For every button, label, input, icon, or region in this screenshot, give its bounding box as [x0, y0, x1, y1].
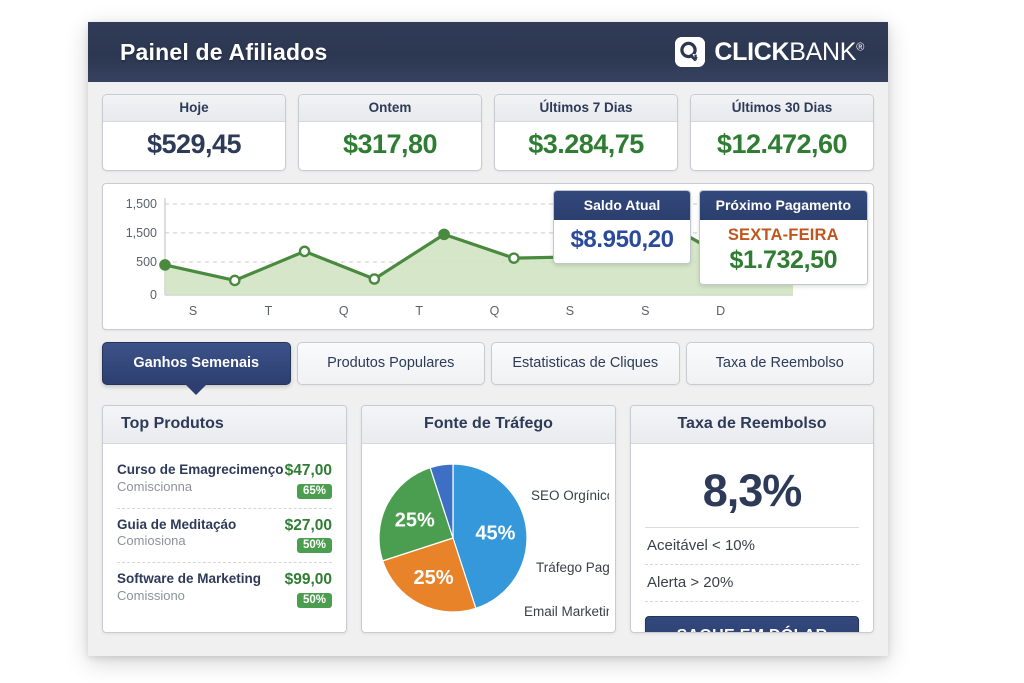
product-name: Software de Marketing — [117, 571, 262, 587]
clickbank-wordmark: CLICKBANK® — [714, 37, 864, 66]
saldo-atual-title: Saldo Atual — [554, 191, 690, 220]
refund-threshold-acceptable: Aceitável < 10% — [645, 528, 859, 565]
stat-value: $317,80 — [342, 129, 438, 159]
top-produtos-title: Top Produtos — [103, 406, 346, 444]
dashboard-header: Painel de Afiliados CLICKBANK® — [88, 22, 888, 82]
list-item[interactable]: Software de Marketing Comissiono $99,00 … — [117, 563, 332, 617]
product-name: Guia de Meditaçáo — [117, 516, 237, 532]
stat-label: Últimos 30 Dias — [691, 95, 873, 122]
traffic-pie-body: 45% 25% 25% SEO Orgínico Tráfego Pago Email M… — [362, 444, 615, 632]
product-info: Software de Marketing Comissiono — [117, 571, 261, 605]
tab-produtos-populares[interactable]: Produtos Populares — [296, 342, 485, 385]
product-price: $47,00 — [284, 462, 332, 479]
dashboard-body: Hoje $529,45 Ontem $317,80 Últimos 7 Dia… — [88, 82, 888, 647]
svg-text:1,500: 1,500 — [126, 197, 157, 211]
saldo-atual-value: $8.950,20 — [570, 226, 674, 253]
product-metrics: $27,00 50% — [279, 517, 332, 554]
stat-label: Últimos 7 Dias — [495, 95, 677, 122]
refund-body: 8,3% Aceitável < 10% Alerta > 20% SAQUE … — [631, 444, 873, 632]
svg-text:25%: 25% — [413, 567, 453, 589]
proximo-pagamento-value: $1.732,50 — [729, 246, 838, 274]
svg-text:Q: Q — [339, 304, 349, 318]
product-commission-badge: 65% — [296, 483, 332, 499]
balance-boxes: Saldo Atual $8.950,20 Próximo Pagamento … — [553, 190, 868, 285]
stat-card-ontem[interactable]: Ontem $317,80 — [298, 94, 482, 171]
svg-text:1,500: 1,500 — [126, 226, 157, 240]
product-info: Curso de Emagrecimenço Comiscionna — [117, 462, 284, 496]
refund-rate-value: 8,3% — [702, 465, 803, 516]
svg-text:Tráfego Pago: Tráfego Pago — [536, 560, 609, 575]
product-info: Guia de Meditaçáo Comiosiona — [117, 517, 236, 551]
clickbank-search-arrow-icon — [675, 37, 706, 67]
stat-value: $3.284,75 — [528, 129, 644, 159]
svg-text:0: 0 — [150, 288, 157, 302]
top-produtos-list: Curso de Emagrecimenço Comiscionna $47,0… — [103, 444, 346, 632]
stat-card-ultimos-30-dias[interactable]: Últimos 30 Dias $12.472,60 — [690, 94, 874, 171]
stat-label: Ontem — [299, 95, 481, 122]
svg-text:S: S — [189, 304, 197, 318]
product-commission-label: Comiosiona — [117, 533, 186, 549]
svg-text:T: T — [265, 304, 273, 318]
stats-row: Hoje $529,45 Ontem $317,80 Últimos 7 Dia… — [102, 94, 874, 171]
stat-value: $12.472,60 — [716, 129, 848, 159]
saldo-atual-box[interactable]: Saldo Atual $8.950,20 — [553, 190, 691, 264]
svg-text:45%: 45% — [475, 522, 515, 544]
taxa-de-reembolso-title: Taxa de Reembolso — [631, 406, 873, 444]
product-commission-label: Comiscionna — [117, 478, 193, 494]
refund-threshold-alert: Alerta > 20% — [645, 565, 859, 602]
tabs-row: Ganhos Semenais Produtos Populares Estat… — [102, 342, 874, 385]
list-item[interactable]: Curso de Emagrecimenço Comiscionna $47,0… — [117, 454, 332, 509]
product-name: Curso de Emagrecimenço — [117, 462, 284, 477]
tab-estatisticas-de-cliques[interactable]: Estatisticas de Cliques — [491, 342, 680, 385]
stat-label: Hoje — [103, 95, 285, 122]
clickbank-logo: CLICKBANK® — [675, 37, 864, 67]
product-metrics: $99,00 50% — [279, 571, 332, 608]
stat-card-ultimos-7-dias[interactable]: Últimos 7 Dias $3.284,75 — [494, 94, 678, 171]
panels-row: Top Produtos Curso de Emagrecimenço Comi… — [102, 405, 874, 633]
proximo-pagamento-title: Próximo Pagamento — [699, 191, 867, 220]
svg-text:Q: Q — [490, 304, 500, 318]
svg-text:S: S — [566, 304, 574, 318]
svg-text:D: D — [716, 304, 725, 318]
proximo-pagamento-box[interactable]: Próximo Pagamento SEXTA-FEIRA $1.732,50 — [698, 190, 868, 285]
tab-label: Estatisticas de Cliques — [512, 355, 659, 371]
affiliate-dashboard-card: Painel de Afiliados CLICKBANK® — [88, 22, 888, 656]
svg-text:SEO Orgínico: SEO Orgínico — [531, 488, 609, 503]
fonte-de-trafego-panel: Fonte de Tráfego 45% 25% 25% SEO Orgínico Tr… — [361, 405, 616, 633]
product-commission-label: Comissiono — [117, 588, 185, 604]
product-price: $27,00 — [284, 516, 332, 534]
product-commission-badge: 50% — [296, 538, 332, 554]
earnings-chart-panel: 1,500 1,500 500 0 S T Q T Q S S D Saldo Atual $8.95… — [102, 183, 874, 330]
stat-value: $529,45 — [146, 129, 242, 159]
proximo-pagamento-day: SEXTA-FEIRA — [727, 226, 839, 244]
svg-text:T: T — [415, 304, 423, 318]
stat-card-hoje[interactable]: Hoje $529,45 — [102, 94, 286, 171]
logo-text-light: BANK — [789, 37, 857, 66]
traffic-pie-chart: 45% 25% 25% SEO Orgínico Tráfego Pago Email M… — [368, 448, 609, 632]
svg-text:25%: 25% — [395, 510, 435, 532]
tab-taxa-de-reembolso[interactable]: Taxa de Reembolso — [685, 342, 874, 385]
registered-mark: ® — [856, 41, 864, 54]
taxa-de-reembolso-panel: Taxa de Reembolso 8,3% Aceitável < 10% A… — [630, 405, 874, 633]
tab-ganhos-semenais[interactable]: Ganhos Semenais — [102, 342, 291, 385]
product-metrics: $47,00 65% — [279, 462, 332, 499]
page-title: Painel de Afiliados — [120, 38, 328, 65]
svg-text:S: S — [641, 304, 649, 318]
tab-label: Ganhos Semenais — [133, 355, 260, 371]
svg-text:Email Marketing: Email Marketing — [524, 604, 609, 619]
product-price: $99,00 — [284, 571, 332, 589]
tab-label: Produtos Populares — [327, 355, 455, 371]
saque-em-dolar-button[interactable]: SAQUE EM DÓLAR — [645, 616, 859, 632]
divider — [645, 527, 859, 528]
product-commission-badge: 50% — [296, 592, 332, 608]
tab-label: Taxa de Reembolso — [715, 355, 844, 371]
fonte-de-trafego-title: Fonte de Tráfego — [362, 406, 615, 444]
top-produtos-panel: Top Produtos Curso de Emagrecimenço Comi… — [102, 405, 347, 633]
saldo-atual-body: $8.950,20 — [554, 220, 690, 263]
logo-text-bold: CLICK — [714, 37, 790, 66]
list-item[interactable]: Guia de Meditaçáo Comiosiona $27,00 50% — [117, 509, 332, 564]
proximo-pagamento-body: SEXTA-FEIRA $1.732,50 — [699, 220, 867, 284]
svg-text:500: 500 — [136, 255, 157, 269]
